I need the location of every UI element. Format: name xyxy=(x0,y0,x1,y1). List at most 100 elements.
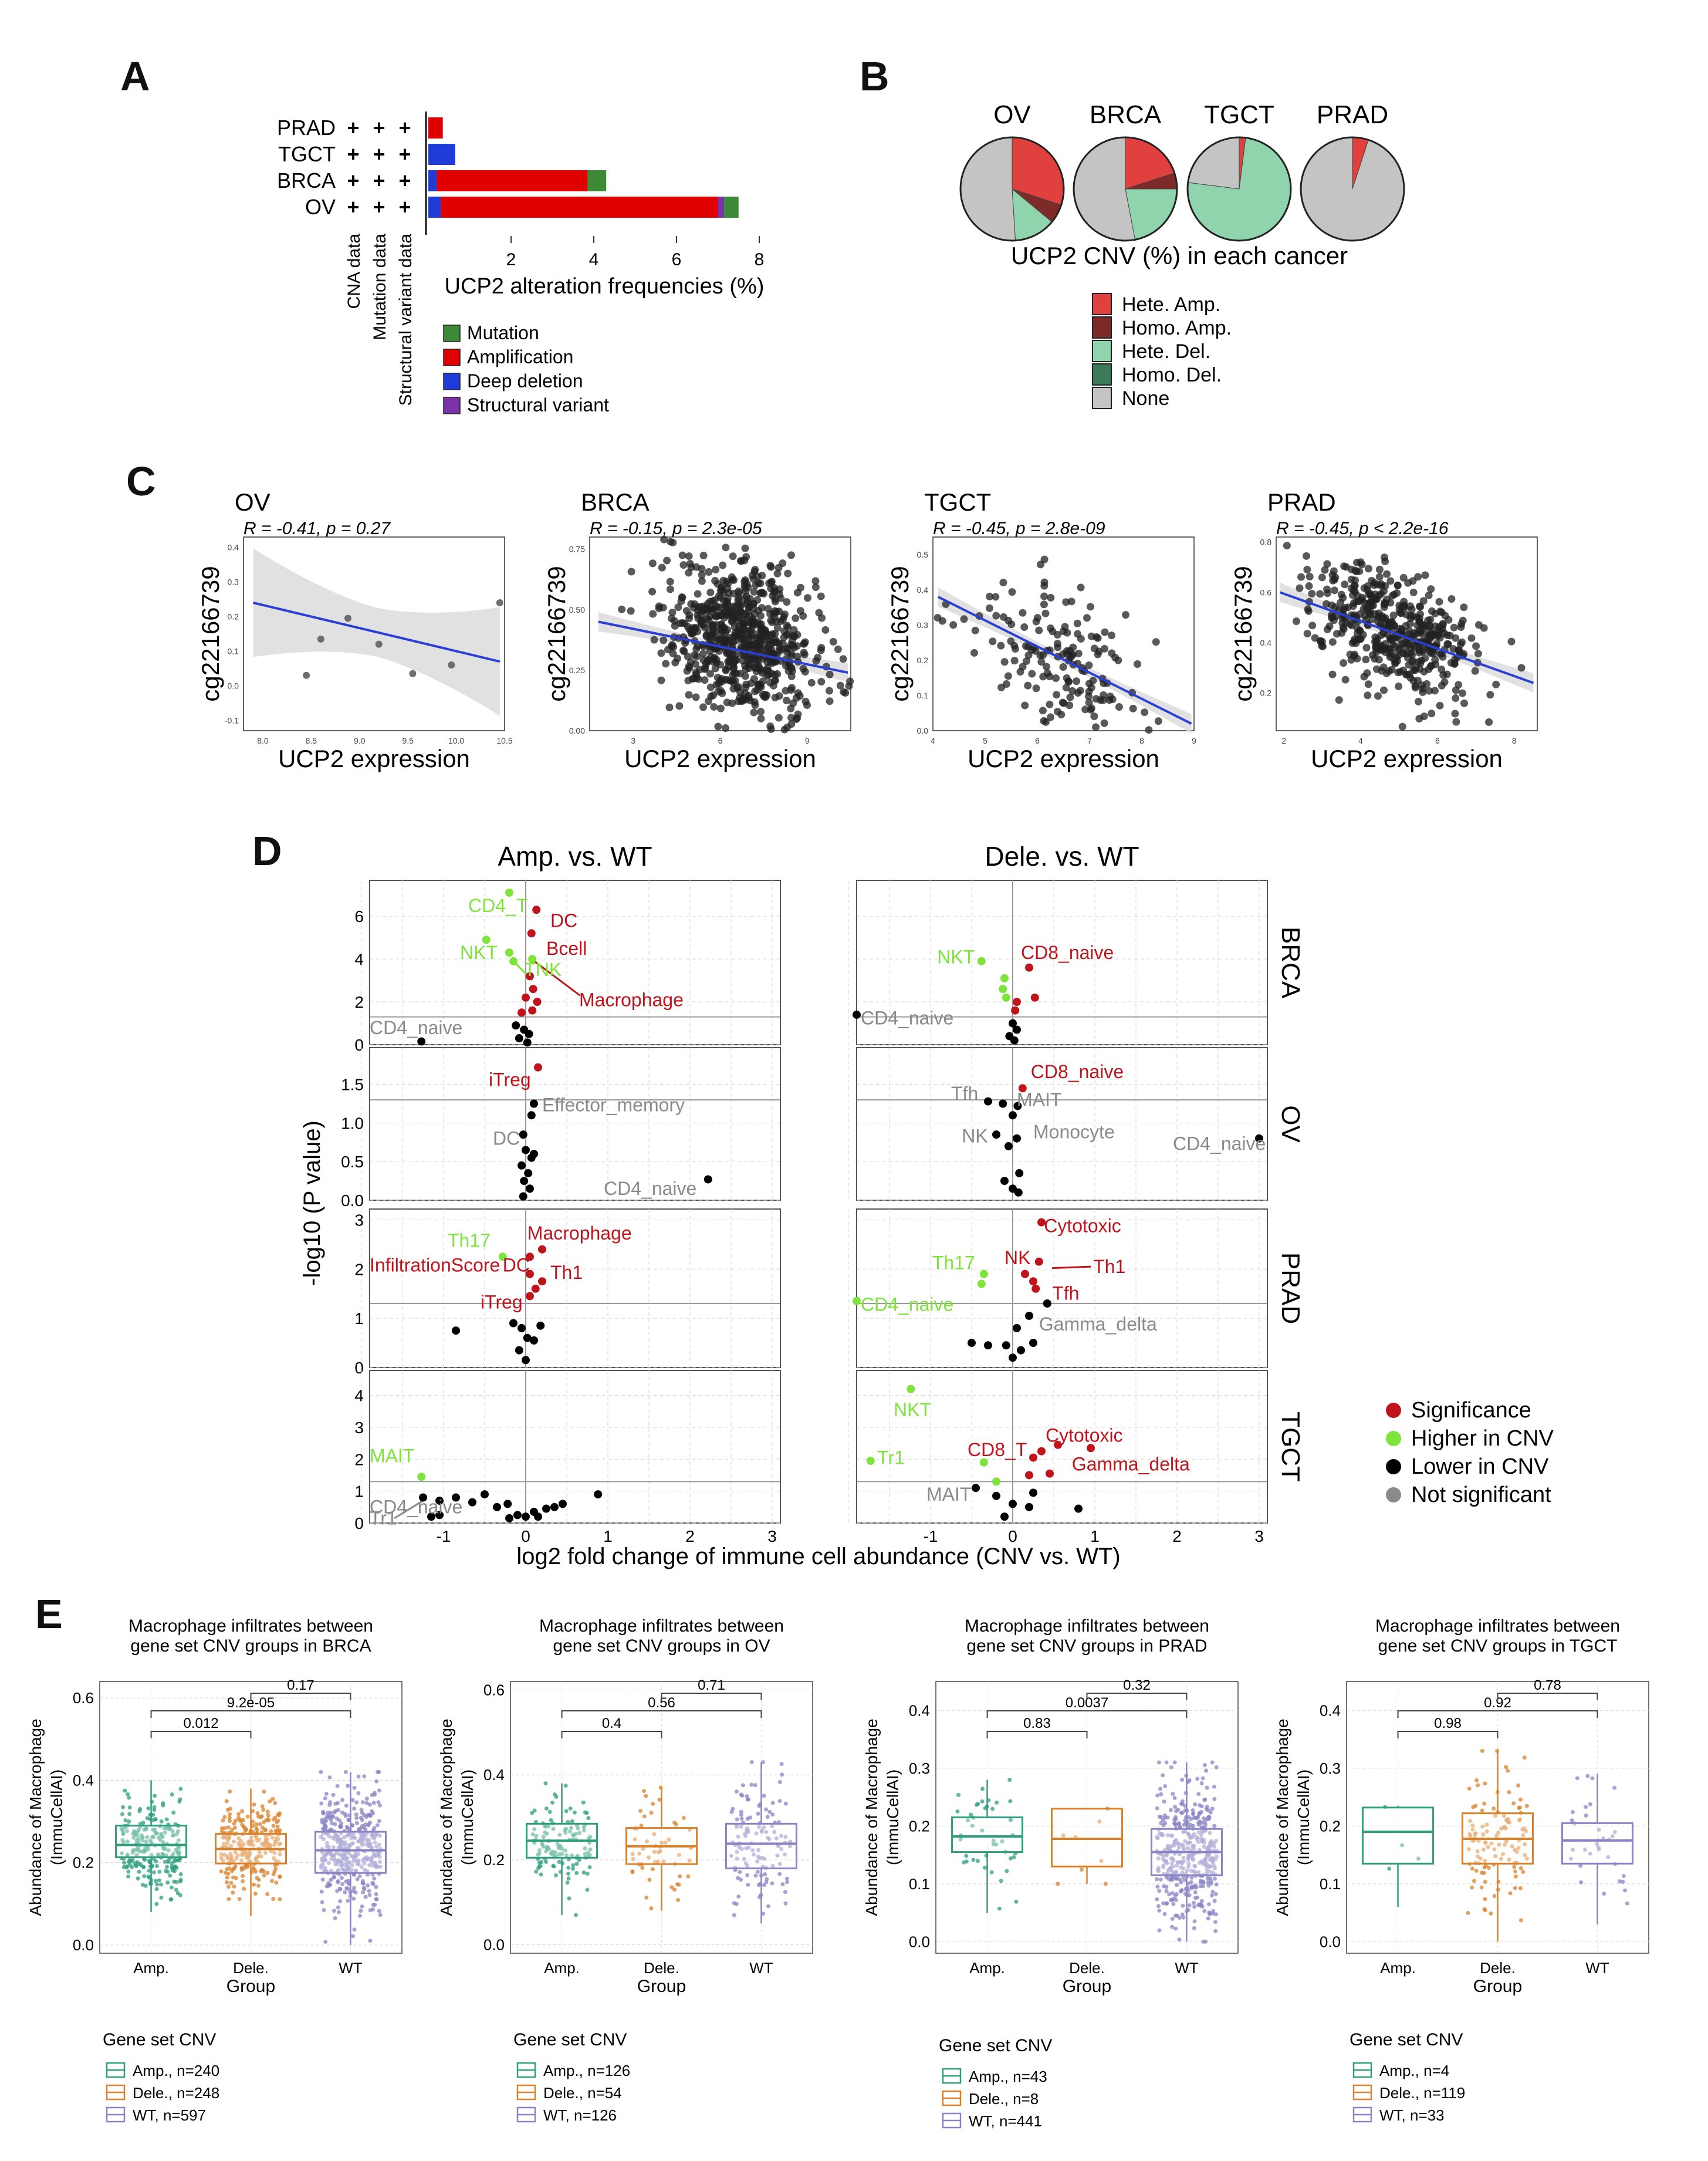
jitter-point xyxy=(1212,1824,1217,1828)
y-tick-label: 1.5 xyxy=(341,1076,364,1094)
y-tick-label: 0.0 xyxy=(341,1191,364,1210)
jitter-point xyxy=(225,1880,229,1885)
jitter-point xyxy=(1483,1840,1488,1845)
jitter-point xyxy=(544,1859,549,1864)
jitter-point xyxy=(120,1828,125,1833)
jitter-point xyxy=(544,1845,549,1849)
jitter-point xyxy=(1500,1852,1505,1856)
y-tick-label: 0.6 xyxy=(483,1681,505,1699)
scatter-point xyxy=(1371,637,1379,646)
scatter-point xyxy=(1436,701,1444,710)
scatter-point xyxy=(1069,643,1077,651)
scatter-point xyxy=(772,617,780,626)
jitter-point xyxy=(661,1859,666,1864)
jitter-point xyxy=(1007,1777,1012,1782)
jitter-point xyxy=(356,1774,361,1779)
y-tick-label: 0.0 xyxy=(73,1936,94,1954)
jitter-point xyxy=(327,1815,332,1820)
scatter-point xyxy=(687,658,695,666)
legend-title: Gene set CNV xyxy=(1350,2030,1463,2049)
jitter-point xyxy=(1506,1817,1510,1822)
scatter-point xyxy=(706,670,715,678)
jitter-point xyxy=(364,1857,369,1862)
jitter-point xyxy=(327,1834,332,1839)
scatter-point xyxy=(344,614,351,622)
panel-a-track-marker: + xyxy=(398,116,411,140)
legend-title: Gene set CNV xyxy=(513,2030,627,2049)
jitter-point xyxy=(157,1869,162,1874)
jitter-point xyxy=(136,1828,141,1832)
scatter-point xyxy=(1041,609,1050,617)
y-tick-label: 0.2 xyxy=(1260,688,1272,698)
jitter-point xyxy=(765,1815,770,1819)
scatter-point xyxy=(712,659,721,667)
jitter-point xyxy=(1468,1834,1473,1838)
jitter-point xyxy=(647,1878,652,1882)
significance-bracket xyxy=(986,1710,1188,1718)
jitter-point xyxy=(319,1770,323,1774)
jitter-point xyxy=(1483,1908,1487,1913)
scatter-point xyxy=(1420,667,1428,676)
jitter-point xyxy=(1521,1869,1526,1874)
y-tick-label: 1 xyxy=(354,1483,364,1501)
jitter-point xyxy=(1193,1815,1198,1820)
scatter-point xyxy=(1364,565,1372,573)
volcano-point xyxy=(992,1477,1000,1486)
jitter-point xyxy=(1191,1885,1196,1890)
panel-b-x-label: UCP2 CNV (%) in each cancer xyxy=(1011,242,1348,269)
scatter-point xyxy=(1391,622,1399,630)
volcano-point xyxy=(1255,1134,1263,1143)
jitter-point xyxy=(173,1864,178,1869)
p-value-label: 0.32 xyxy=(1123,1677,1151,1693)
scatter-point xyxy=(793,714,801,722)
panel-b-legend-label: Homo. Amp. xyxy=(1122,317,1232,339)
jitter-point xyxy=(361,1890,366,1895)
scatter-point xyxy=(705,697,713,705)
scatter-point xyxy=(1421,571,1429,579)
scatter-point xyxy=(1308,622,1317,630)
jitter-point xyxy=(219,1829,224,1834)
scatter-point xyxy=(1093,633,1101,641)
jitter-point xyxy=(219,1856,224,1861)
jitter-point xyxy=(774,1836,779,1841)
jitter-point xyxy=(1516,1783,1521,1788)
jitter-point xyxy=(155,1863,160,1868)
jitter-point xyxy=(228,1807,233,1811)
volcano-point xyxy=(522,1146,530,1154)
cell-type-label: iTreg xyxy=(489,1069,531,1090)
y-tick-label: 0.2 xyxy=(73,1854,94,1872)
scatter-point xyxy=(1037,560,1045,569)
jitter-point xyxy=(1014,1899,1019,1904)
panel-b-legend-label: Hete. Del. xyxy=(1122,340,1210,363)
jitter-point xyxy=(234,1876,238,1880)
scatter-point xyxy=(698,577,706,585)
jitter-point xyxy=(1623,1888,1628,1893)
scatter-point xyxy=(718,621,726,629)
jitter-point xyxy=(150,1835,154,1839)
jitter-point xyxy=(329,1868,333,1873)
x-tick-label: 9.5 xyxy=(402,736,414,745)
jitter-point xyxy=(1162,1815,1167,1820)
volcano-point xyxy=(518,1323,526,1332)
panel-label-e: E xyxy=(35,1591,63,1637)
scatter-point xyxy=(1154,717,1162,725)
scatter-point xyxy=(749,604,757,612)
jitter-point xyxy=(155,1852,160,1857)
jitter-point xyxy=(1210,1889,1215,1894)
jitter-point xyxy=(273,1801,278,1805)
jitter-point xyxy=(735,1856,739,1861)
jitter-point xyxy=(159,1895,164,1900)
scatter-point xyxy=(699,650,707,658)
jitter-point xyxy=(1187,1778,1192,1782)
scatter-point xyxy=(1303,566,1311,574)
volcano-point xyxy=(1025,1502,1033,1511)
scatter-point xyxy=(1375,565,1384,573)
scatter-point xyxy=(1411,684,1419,692)
jitter-point xyxy=(1482,1865,1487,1870)
scatter-point xyxy=(678,551,686,559)
scatter-point xyxy=(1451,655,1459,663)
jitter-point xyxy=(1169,1834,1174,1838)
jitter-point xyxy=(763,1872,767,1877)
jitter-point xyxy=(581,1800,586,1805)
